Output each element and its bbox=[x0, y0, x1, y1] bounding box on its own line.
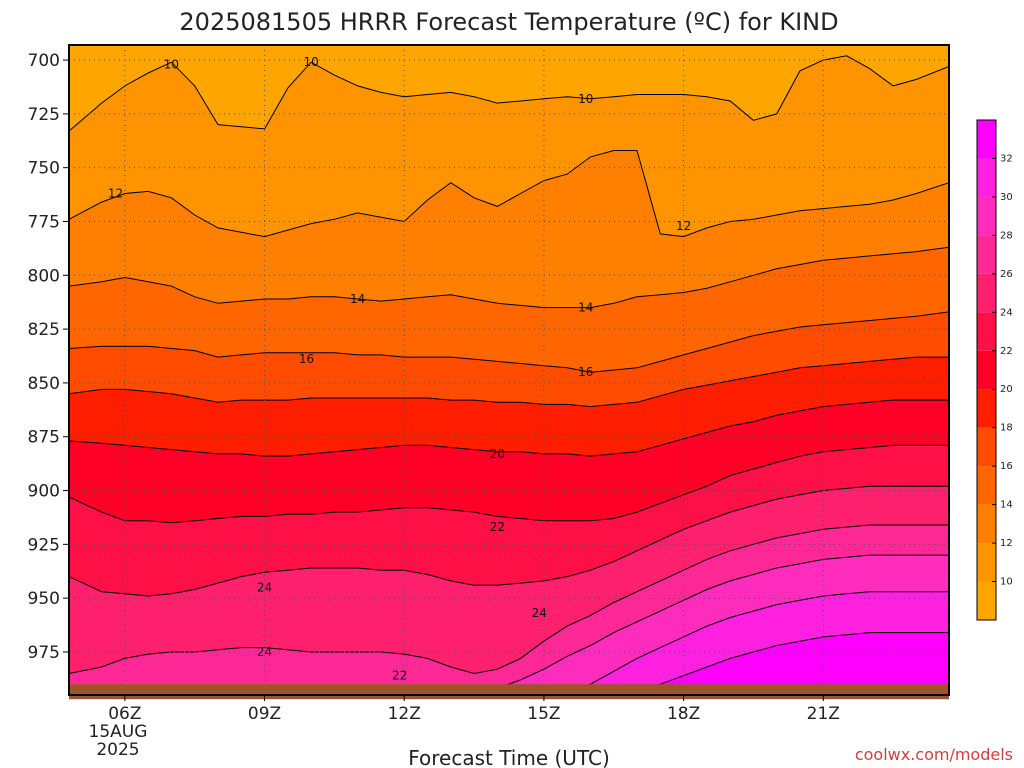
isotherm-10 bbox=[69, 55, 949, 132]
colorbar-label: 20 bbox=[1000, 384, 1013, 395]
colorbar-segment bbox=[977, 120, 996, 159]
colorbar-label: 16 bbox=[1000, 461, 1013, 472]
colorbar-segment bbox=[977, 235, 996, 274]
isotherm-30 bbox=[69, 591, 949, 695]
colorbar-label: 28 bbox=[1000, 230, 1013, 241]
x-tick-label: 15Z bbox=[527, 704, 560, 724]
colorbar-segment bbox=[977, 312, 996, 351]
x-tick-label: 12Z bbox=[388, 704, 421, 724]
colorbar-segment bbox=[977, 158, 996, 197]
x-tick-label: 09Z bbox=[248, 704, 281, 724]
x-axis-label: Forecast Time (UTC) bbox=[408, 746, 610, 768]
y-tick-label: 950 bbox=[28, 589, 60, 609]
credit-link[interactable]: coolwx.com/models bbox=[855, 745, 1013, 764]
contour-label: 10 bbox=[164, 57, 179, 71]
isotherm-contours bbox=[69, 55, 949, 695]
isotherm-18 bbox=[69, 356, 949, 408]
isotherm-14 bbox=[69, 246, 949, 309]
contour-label: 10 bbox=[303, 55, 318, 69]
y-tick-label: 850 bbox=[28, 374, 60, 394]
x-date-line-2: 2025 bbox=[96, 740, 139, 760]
y-tick-label: 775 bbox=[28, 212, 60, 232]
colorbar-segment bbox=[977, 427, 996, 467]
isotherm-32 bbox=[69, 632, 949, 695]
isotherm-28 bbox=[69, 554, 949, 695]
colorbar-label: 24 bbox=[1000, 307, 1013, 318]
plot-frame bbox=[68, 44, 950, 696]
contour-label: 22 bbox=[392, 669, 407, 683]
colorbar-segment bbox=[977, 350, 996, 390]
contour-label: 14 bbox=[578, 301, 593, 315]
colorbar-label: 18 bbox=[1000, 423, 1013, 434]
chart-title: 2025081505 HRRR Forecast Temperature (ºC… bbox=[179, 8, 838, 36]
colorbar-segment bbox=[977, 389, 996, 428]
isotherm-24 bbox=[69, 485, 949, 597]
y-tick-label: 900 bbox=[28, 482, 60, 502]
y-tick-label: 925 bbox=[28, 535, 60, 555]
contour-label: 20 bbox=[490, 447, 505, 461]
colorbar-label: 12 bbox=[1000, 538, 1013, 549]
colorbar: 10 12 14 16 18 20 22 24 26 28 30 32 bbox=[976, 119, 1013, 621]
colorbar-label: 26 bbox=[1000, 269, 1013, 280]
y-tick-label: 975 bbox=[28, 643, 60, 663]
contour-label: 16 bbox=[578, 365, 593, 379]
colorbar-segment bbox=[977, 273, 996, 313]
y-tick-label: 750 bbox=[28, 159, 60, 179]
contour-labels: 10 10 10 12 12 14 14 16 16 20 22 24 24 24 22 bbox=[108, 55, 691, 682]
x-tick-label: 21Z bbox=[807, 704, 840, 724]
x-tick-label: 06Z bbox=[108, 704, 141, 724]
temperature-fill-bands bbox=[69, 45, 949, 695]
y-axis: 700 725 750 775 800 825 850 875 900 925 950 975 bbox=[28, 51, 69, 663]
contour-label: 24 bbox=[257, 645, 272, 659]
x-tick-label: 18Z bbox=[667, 704, 700, 724]
colorbar-segment bbox=[977, 466, 996, 505]
band-32 bbox=[69, 632, 949, 695]
contour-label: 10 bbox=[578, 92, 593, 106]
isotherm-22 bbox=[69, 444, 949, 524]
contour-label: 22 bbox=[490, 520, 505, 534]
contour-label: 24 bbox=[532, 606, 547, 620]
colorbar-label: 14 bbox=[1000, 500, 1013, 511]
colorbar-label: 32 bbox=[1000, 153, 1013, 164]
y-tick-label: 800 bbox=[28, 266, 60, 286]
grid-lines bbox=[69, 45, 949, 695]
colorbar-segment bbox=[977, 543, 996, 582]
isotherm-12 bbox=[69, 150, 949, 238]
contour-label: 12 bbox=[108, 187, 123, 201]
y-tick-label: 875 bbox=[28, 428, 60, 448]
colorbar-segment bbox=[977, 504, 996, 544]
colorbar-label: 30 bbox=[1000, 192, 1013, 203]
contour-label: 12 bbox=[676, 219, 691, 233]
colorbar-label: 10 bbox=[1000, 577, 1013, 588]
x-date-line-1: 15AUG bbox=[89, 722, 148, 742]
ground-surface bbox=[69, 684, 949, 700]
contour-label: 14 bbox=[350, 292, 365, 306]
contour-label: 16 bbox=[299, 352, 314, 366]
isotherm-26 bbox=[69, 524, 949, 675]
y-tick-label: 725 bbox=[28, 105, 60, 125]
colorbar-segment bbox=[977, 196, 996, 236]
isotherm-16 bbox=[69, 311, 949, 373]
isotherm-20 bbox=[69, 399, 949, 457]
y-tick-label: 825 bbox=[28, 320, 60, 340]
colorbar-frame bbox=[976, 119, 997, 621]
colorbar-segment bbox=[977, 581, 996, 620]
colorbar-label: 22 bbox=[1000, 346, 1013, 357]
x-axis: 06Z 09Z 12Z 15Z 18Z 21Z bbox=[108, 695, 840, 724]
y-tick-label: 700 bbox=[28, 51, 60, 71]
contour-label: 24 bbox=[257, 580, 272, 594]
